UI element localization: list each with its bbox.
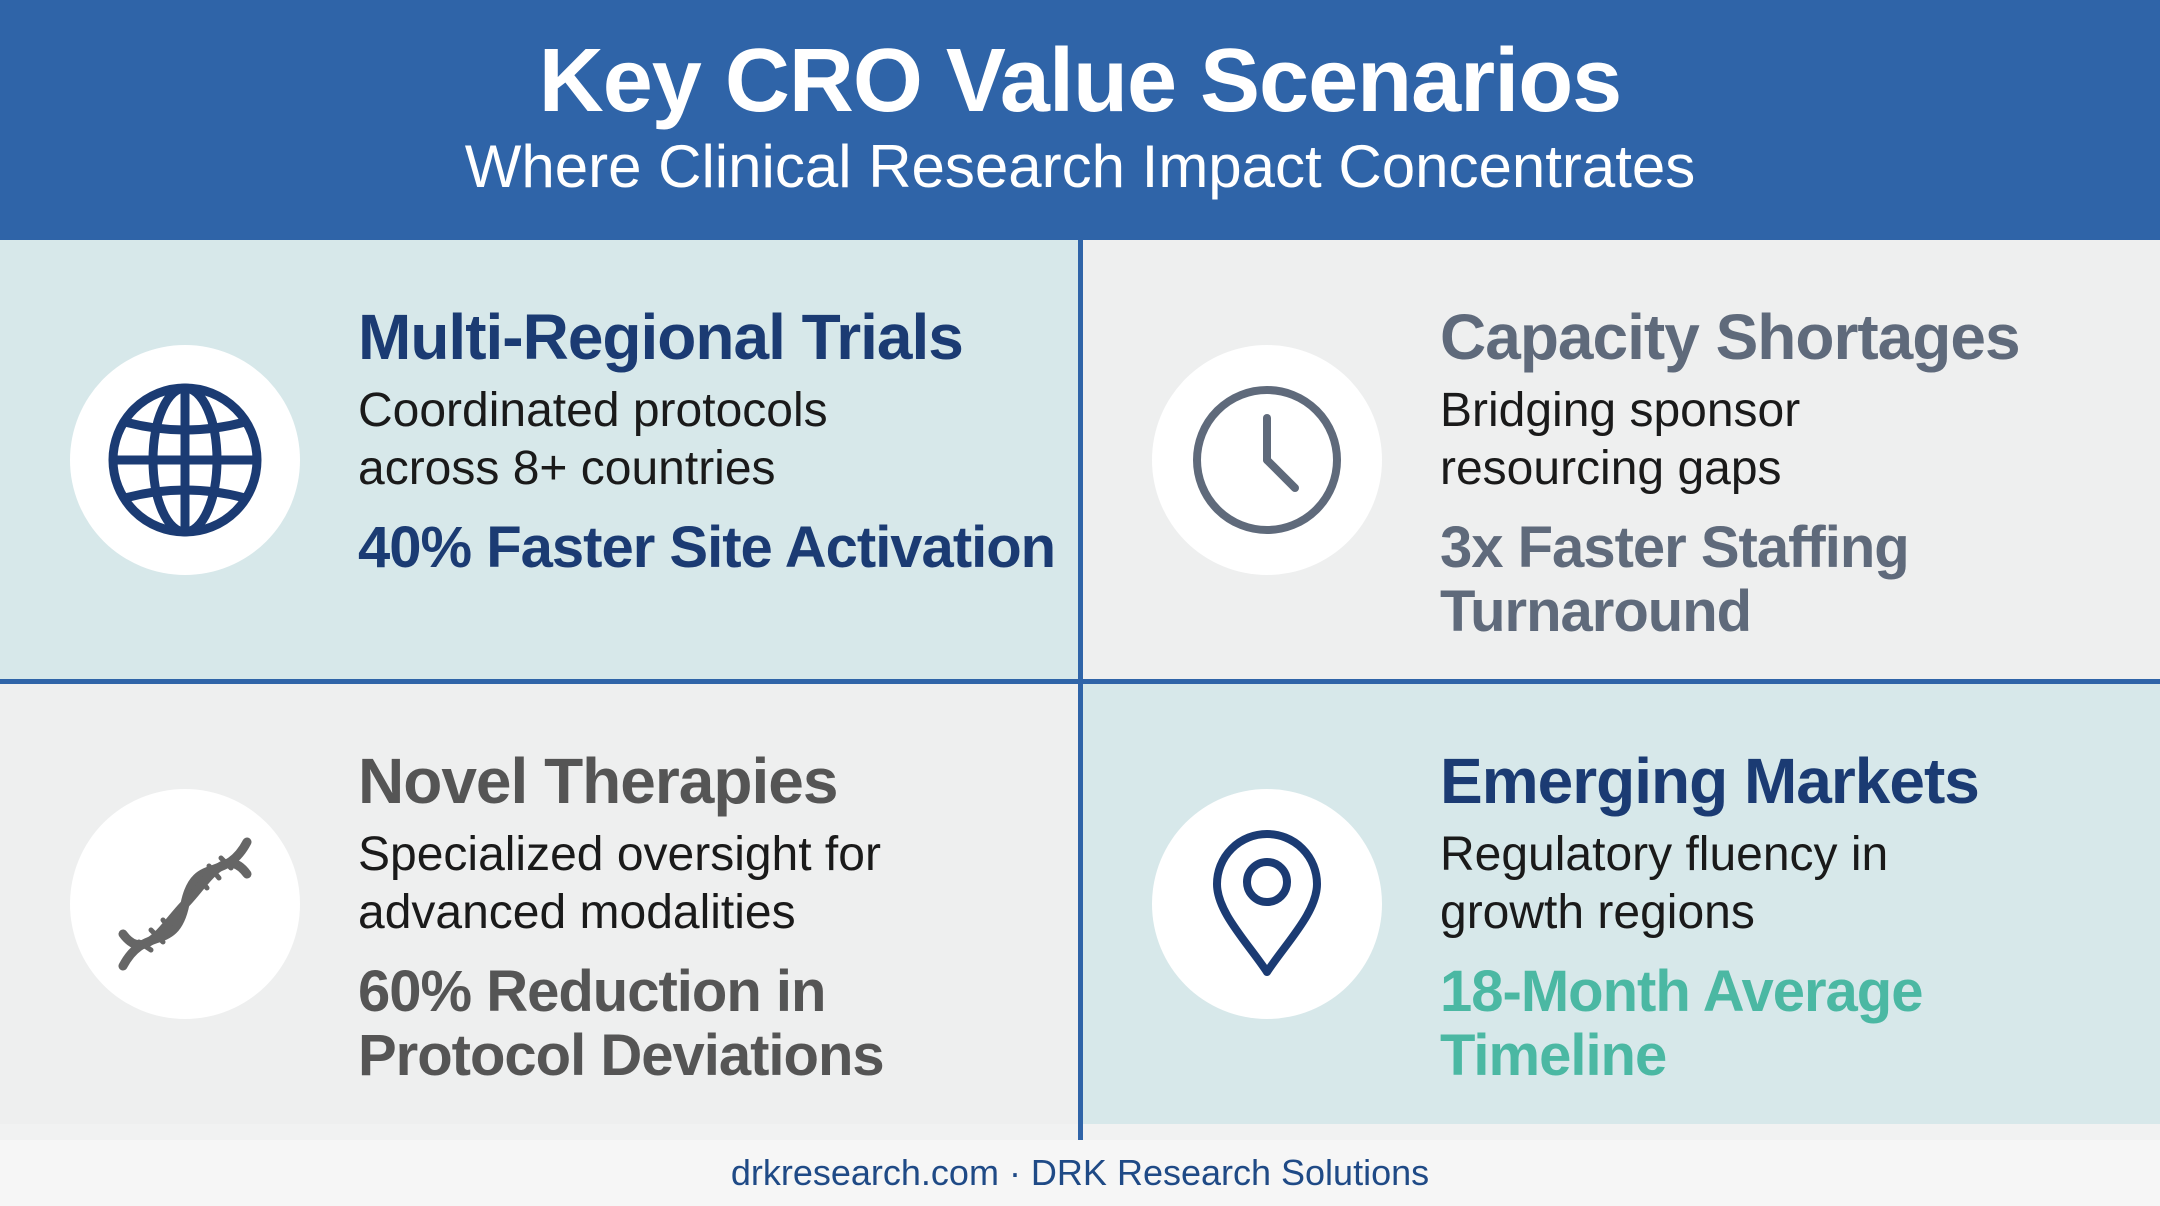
- footer: drkresearch.com · DRK Research Solutions: [0, 1140, 2160, 1206]
- icon-circle: [1152, 789, 1382, 1019]
- card-title: Multi-Regional Trials: [358, 301, 964, 373]
- card-title: Emerging Markets: [1440, 745, 1980, 817]
- icon-circle: [70, 789, 300, 1019]
- card-description: Regulatory fluency in growth regions: [1440, 828, 1889, 939]
- scenario-grid: Multi-Regional Trials Coordinated protoc…: [0, 240, 2160, 1140]
- card-novel-therapies: Novel Therapies Specialized oversight fo…: [0, 684, 1080, 1124]
- icon-circle: [70, 345, 300, 575]
- card-description: Coordinated protocols across 8+ countrie…: [358, 384, 828, 495]
- card-description: Bridging sponsor resourcing gaps: [1440, 384, 1801, 495]
- card-capacity-shortages: Capacity Shortages Bridging sponsor reso…: [1082, 240, 2160, 680]
- card-multi-regional-trials: Multi-Regional Trials Coordinated protoc…: [0, 240, 1080, 680]
- icon-circle: [1152, 345, 1382, 575]
- dna-icon: [118, 837, 252, 971]
- page-subtitle: Where Clinical Research Impact Concentra…: [464, 133, 1696, 200]
- card-text: Emerging Markets Regulatory fluency in g…: [1440, 744, 2140, 1088]
- footer-text: drkresearch.com · DRK Research Solutions: [730, 1152, 1430, 1193]
- card-title: Novel Therapies: [358, 745, 838, 817]
- card-stat: 40% Faster Site Activation: [358, 515, 1056, 580]
- globe-icon: [108, 383, 262, 537]
- card-text: Novel Therapies Specialized oversight fo…: [358, 744, 1058, 1088]
- card-text: Capacity Shortages Bridging sponsor reso…: [1440, 300, 2140, 644]
- card-stat: 60% Reduction in Protocol Deviations: [358, 959, 885, 1088]
- card-stat: 3x Faster Staffing Turnaround: [1440, 515, 1910, 644]
- map-pin-icon: [1213, 830, 1321, 976]
- header-banner: Key CRO Value Scenarios Where Clinical R…: [0, 0, 2160, 240]
- card-title: Capacity Shortages: [1440, 301, 2021, 373]
- page-title: Key CRO Value Scenarios: [538, 31, 1623, 131]
- card-emerging-markets: Emerging Markets Regulatory fluency in g…: [1082, 684, 2160, 1124]
- horizontal-divider: [0, 679, 2160, 684]
- vertical-divider: [1078, 240, 1083, 1140]
- clock-icon: [1193, 386, 1341, 534]
- card-text: Multi-Regional Trials Coordinated protoc…: [358, 300, 1058, 580]
- card-description: Specialized oversight for advanced modal…: [358, 828, 881, 939]
- card-stat: 18-Month Average Timeline: [1440, 959, 1923, 1088]
